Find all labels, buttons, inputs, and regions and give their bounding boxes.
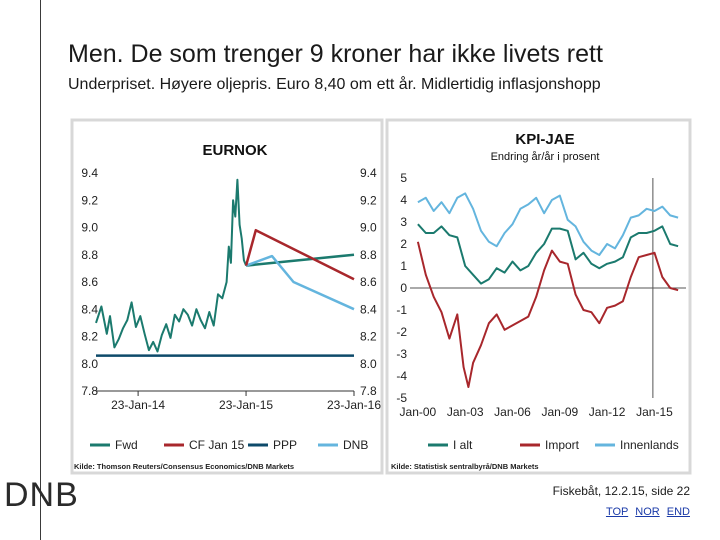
eurnok-ytick-right: 8.8 [360,248,377,262]
eurnok-series-spot [95,178,248,353]
eurnok-series [95,178,355,357]
kpi-ytick-label: -3 [396,347,407,361]
eurnok-legend-label: Fwd [115,438,138,452]
kpi-xtick-label: Jan-12 [589,405,626,419]
kpi-xtick-label: Jan-09 [541,405,578,419]
eurnok-series-dnb [245,254,355,311]
kpi-ytick-label: 4 [400,193,407,207]
eurnok-ytick-left: 8.4 [81,302,98,316]
kpi-ytick-label: 1 [400,259,407,273]
kpi-chart-subtitle: Endring år/år i prosent [491,151,600,163]
charts-svg: EURNOK 9.49.29.08.88.68.48.28.07.8 9.49.… [70,118,692,475]
eurnok-ytick-right: 7.8 [360,384,377,398]
slide-subtitle: Underpriset. Høyere oljepris. Euro 8,40 … [68,76,601,93]
eurnok-ytick-left: 8.6 [81,275,98,289]
eurnok-ytick-right: 9.0 [360,221,377,235]
eurnok-xtick-label: 23-Jan-16 [327,398,381,412]
kpi-xtick-label: Jan-00 [400,405,437,419]
eurnok-ytick-left: 9.4 [81,166,98,180]
eurnok-xtick-label: 23-Jan-15 [219,398,273,412]
kpi-series-ialt [417,223,679,285]
footer-info: Fiskebåt, 12.2.15, side 22 [552,484,690,498]
dnb-logo: DNB [4,476,79,514]
nav-link-nor[interactable]: NOR [635,506,660,518]
kpi-xtick-label: Jan-06 [494,405,531,419]
eurnok-ytick-right: 8.0 [360,357,377,371]
kpi-series [416,192,679,388]
eurnok-source: Kilde: Thomson Reuters/Consensus Economi… [74,462,294,471]
kpi-ytick-label: 3 [400,215,407,229]
eurnok-y-axis-left: 9.4 9.2 9.0 8.8 8.6 8.4 8.2 8.0 7.8 [81,166,98,398]
kpi-ytick-label: 5 [400,171,407,185]
nav-link-top[interactable]: TOP [605,506,629,518]
eurnok-ytick-left: 9.0 [81,221,98,235]
eurnok-legend-label: PPP [273,438,297,452]
kpi-ytick-label: -1 [396,303,407,317]
eurnok-x-ticks: 23-Jan-14 23-Jan-15 23-Jan-16 [111,391,381,412]
kpi-chart-title: KPI-JAE [515,131,574,148]
eurnok-ytick-left: 8.2 [81,330,98,344]
eurnok-legend: Fwd CF Jan 15 PPP DNB [90,438,368,452]
eurnok-ytick-right: 8.4 [360,302,377,316]
slide-title: Men. De som trenger 9 kroner har ikke li… [68,40,603,68]
kpi-xtick-label: Jan-15 [636,405,673,419]
kpi-legend: I alt Import Innenlands [428,438,679,452]
kpi-source: Kilde: Statistisk sentralbyrå/DNB Market… [391,462,539,471]
kpi-ytick-label: -5 [396,391,407,405]
eurnok-y-axis-right: 9.4 9.2 9.0 8.8 8.6 8.4 8.2 8.0 7.8 [360,166,377,398]
kpi-legend-label: Import [545,438,580,452]
eurnok-ytick-left: 8.0 [81,357,98,371]
eurnok-ytick-right: 9.2 [360,193,377,207]
eurnok-chart-title: EURNOK [202,142,267,159]
nav-links: TOP NOR END [602,506,690,518]
charts-container: EURNOK 9.4 9.2 9.0 8.8 8.6 8.4 8.2 8.0 7.8 9.4 9.… [70,118,692,475]
kpi-xtick-label: Jan-03 [447,405,484,419]
eurnok-series-cf [244,228,355,281]
kpi-ytick-label: 0 [400,281,407,295]
kpi-series-innenl [417,192,679,256]
nav-link-end[interactable]: END [666,506,690,518]
eurnok-ytick-right: 8.2 [360,330,377,344]
slide-divider-line [40,0,41,540]
kpi-y-axis: 5 4 3 2 1 0 -1 -2 -3 -4 -5 [396,171,686,405]
kpi-ytick-label: 2 [400,237,407,251]
eurnok-ytick-right: 8.6 [360,275,377,289]
kpi-panel-bg [385,118,692,475]
eurnok-legend-label: DNB [343,438,368,452]
eurnok-ytick-left: 8.8 [81,248,98,262]
kpi-ytick-label: -4 [396,369,407,383]
kpi-legend-label: I alt [453,438,473,452]
kpi-ytick-label: -2 [396,325,407,339]
eurnok-series-fwd [245,253,355,267]
eurnok-xtick-label: 23-Jan-14 [111,398,165,412]
kpi-legend-label: Innenlands [620,438,679,452]
kpi-series-import [416,241,679,388]
eurnok-ytick-left: 7.8 [81,384,98,398]
eurnok-ytick-right: 9.4 [360,166,377,180]
eurnok-legend-label: CF Jan 15 [189,438,245,452]
eurnok-panel-bg [70,118,384,475]
eurnok-ytick-left: 9.2 [81,193,98,207]
kpi-x-ticks: Jan-00 Jan-03 Jan-06 Jan-09 Jan-12 Jan-15 [400,405,674,419]
